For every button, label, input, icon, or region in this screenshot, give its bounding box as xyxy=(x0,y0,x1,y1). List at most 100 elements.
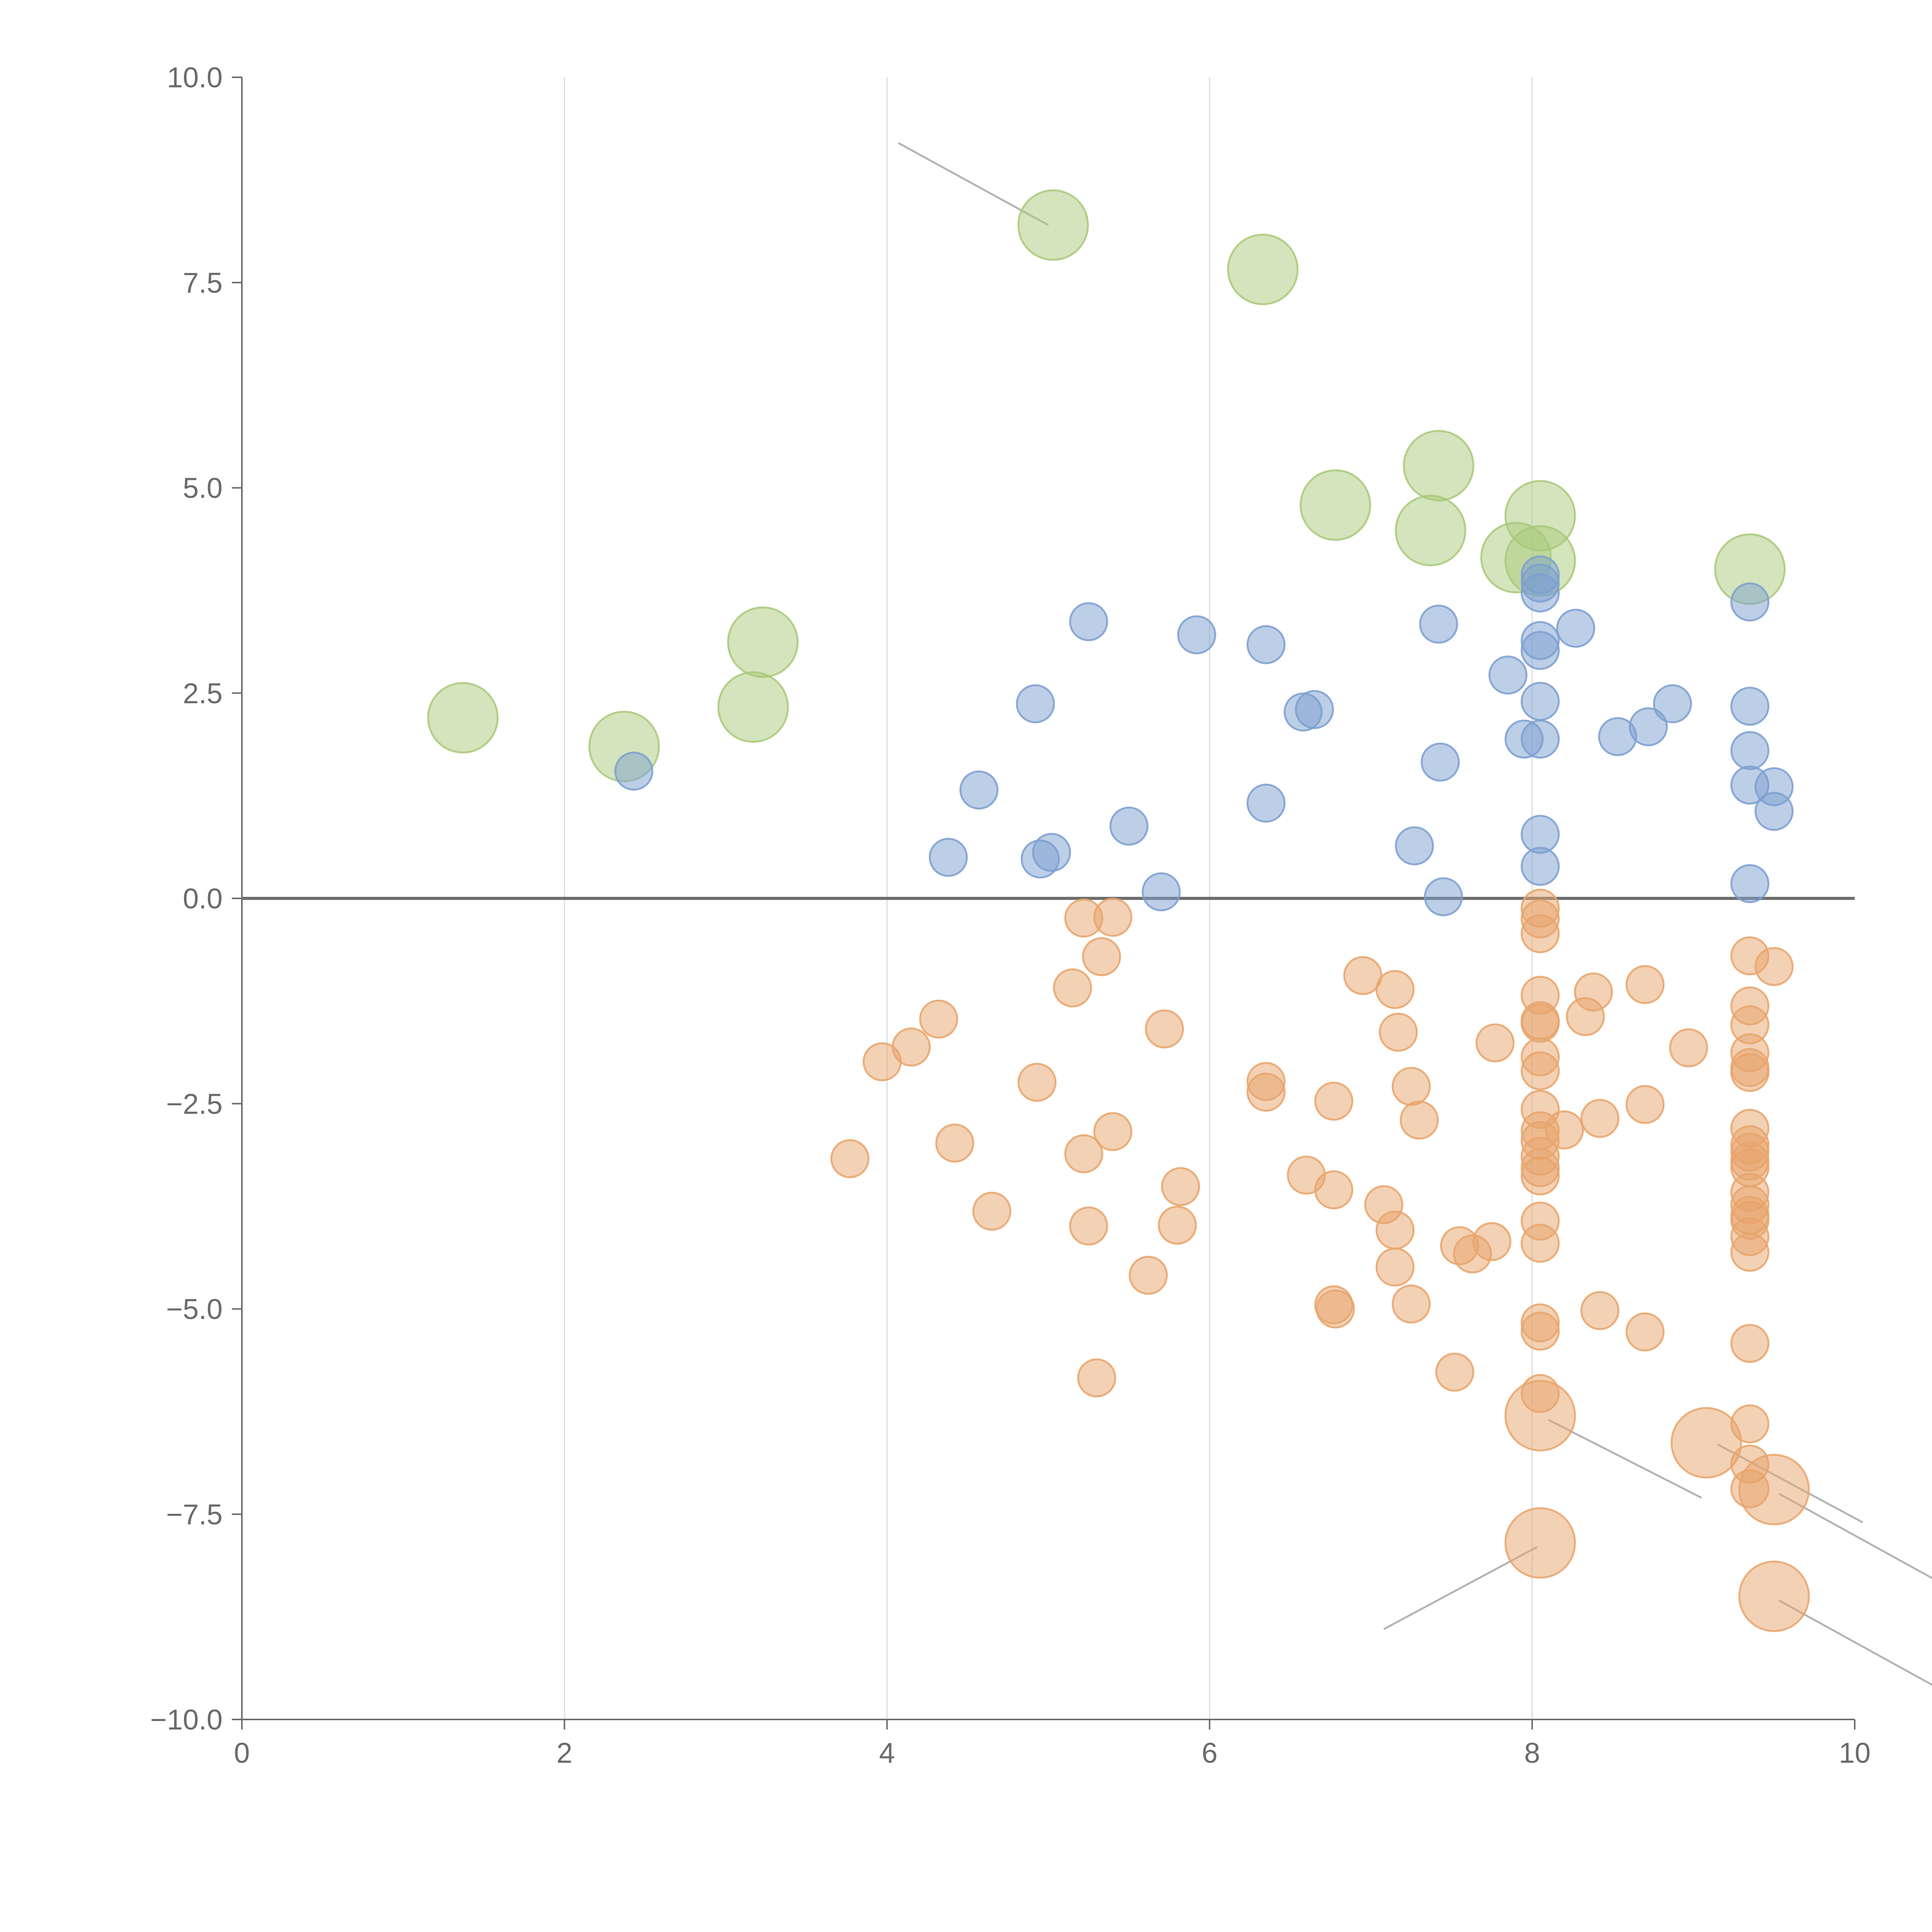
annotation-leader-line xyxy=(1548,1419,1702,1499)
scatter-point-orange xyxy=(1574,972,1613,1012)
scatter-point-orange xyxy=(1475,1023,1515,1063)
y-tick-label: −10.0 xyxy=(150,1704,223,1736)
scatter-point-blue xyxy=(1730,582,1770,622)
scatter-point-orange xyxy=(1625,965,1665,1004)
scatter-point-orange xyxy=(1545,1110,1584,1150)
scatter-point-orange xyxy=(1520,1311,1560,1351)
scatter-point-blue xyxy=(1754,792,1794,831)
scatter-point-orange xyxy=(1343,956,1383,995)
scatter-point-orange xyxy=(1129,1255,1168,1295)
scatter-point-orange xyxy=(1064,1134,1104,1173)
scatter-point-orange xyxy=(830,1139,870,1179)
scatter-point-orange xyxy=(1017,1063,1057,1102)
scatter-point-orange xyxy=(1472,1222,1512,1261)
scatter-point-orange xyxy=(1093,1112,1133,1151)
annotation-leader-line xyxy=(1778,1493,1932,1579)
scatter-point-blue xyxy=(1556,609,1595,648)
scatter-point-orange xyxy=(1754,947,1794,986)
scatter-point-blue xyxy=(1520,573,1560,612)
x-tick-label: 2 xyxy=(556,1737,572,1769)
scatter-point-orange xyxy=(1158,1206,1197,1245)
scatter-point-green xyxy=(717,671,789,743)
scatter-point-orange xyxy=(1435,1352,1475,1392)
scatter-point-orange xyxy=(919,999,958,1039)
scatter-point-orange xyxy=(1520,914,1560,953)
annotation-leader-line xyxy=(1778,1599,1932,1686)
x-tick-label: 8 xyxy=(1524,1737,1540,1769)
x-tick-label: 6 xyxy=(1202,1737,1218,1769)
scatter-point-blue xyxy=(1424,877,1463,917)
scatter-point-blue xyxy=(1069,602,1108,641)
scatter-point-orange xyxy=(1400,1100,1439,1140)
scatter-point-orange xyxy=(1379,1012,1418,1052)
scatter-point-blue xyxy=(1488,655,1528,695)
scatter-point-blue xyxy=(1016,684,1055,723)
scatter-point-blue xyxy=(1629,707,1668,747)
axes-layer: 10.0 7.5 5.0 2.5 0.0 −2.5 −5.0 −7.5 −10.0 0 2 4 6 8 10 xyxy=(150,61,1871,1769)
scatter-point-blue xyxy=(1653,684,1692,723)
scatter-point-blue xyxy=(1246,625,1286,664)
scatter-point-orange xyxy=(972,1192,1012,1231)
scatter-point-orange xyxy=(1580,1291,1620,1330)
scatter-point-blue xyxy=(1246,784,1286,823)
scatter-point-blue xyxy=(1520,847,1560,886)
x-tick-label: 4 xyxy=(879,1737,895,1769)
scatter-point-orange xyxy=(1161,1167,1200,1206)
scatter-point-orange xyxy=(1246,1073,1286,1112)
scatter-point-orange xyxy=(1077,1358,1116,1398)
scatter-point-orange xyxy=(1520,1224,1560,1263)
y-tick-label: 0.0 xyxy=(183,883,223,915)
y-tick-label: −7.5 xyxy=(166,1498,223,1531)
scatter-point-orange xyxy=(1145,1009,1184,1049)
scatter-point-orange xyxy=(1069,1206,1108,1246)
y-tick-label: −2.5 xyxy=(166,1088,223,1120)
scatter-point-orange-large xyxy=(1670,1407,1742,1479)
scatter-point-blue xyxy=(1395,826,1434,866)
scatter-point-green xyxy=(1017,189,1089,261)
scatter-point-blue xyxy=(1520,719,1560,759)
y-tick-label: 5.0 xyxy=(183,472,223,504)
y-tick-label: 7.5 xyxy=(183,267,223,299)
scatter-point-blue xyxy=(1730,864,1770,903)
scatter-point-orange xyxy=(1375,1247,1415,1287)
scatter-point-orange xyxy=(1520,1156,1560,1196)
scatter-point-blue xyxy=(1141,872,1181,912)
scatter-point-blue xyxy=(1109,806,1149,846)
scatter-point-blue xyxy=(959,770,999,810)
scatter-point-orange-large xyxy=(1504,1507,1576,1579)
scatter-point-green xyxy=(1403,430,1475,502)
scatter-point-orange xyxy=(1391,1284,1431,1324)
scatter-point-orange xyxy=(1520,1051,1560,1090)
scatter-point-orange xyxy=(1316,1289,1355,1328)
scatter-point-blue xyxy=(1177,615,1216,655)
scatter-point-green xyxy=(427,682,499,753)
scatter-point-orange xyxy=(1730,1233,1770,1272)
scatter-point-orange xyxy=(1391,1067,1431,1106)
scatter-point-orange xyxy=(1375,1211,1415,1250)
scatter-point-blue xyxy=(1520,631,1560,670)
scatter-point-orange xyxy=(935,1123,975,1163)
scatter-point-orange xyxy=(1730,1324,1770,1363)
scatter-point-blue xyxy=(1032,833,1071,872)
scatter-point-orange xyxy=(1093,898,1133,937)
y-tick-label: −5.0 xyxy=(166,1293,223,1325)
scatter-point-orange xyxy=(1375,970,1415,1009)
scatter-point-blue xyxy=(929,838,968,877)
scatter-point-green xyxy=(1299,469,1371,541)
points-layer xyxy=(427,189,1810,1632)
scatter-point-orange xyxy=(1625,1312,1665,1352)
scatter-point-orange xyxy=(1580,1099,1620,1138)
y-tick-label: 10.0 xyxy=(167,61,223,94)
scatter-point-orange xyxy=(1082,937,1121,976)
scatter-point-blue xyxy=(614,752,653,791)
x-tick-label: 0 xyxy=(234,1737,250,1769)
scatter-point-orange-large xyxy=(1738,1560,1810,1632)
scatter-point-blue xyxy=(1419,604,1458,644)
scatter-point-blue xyxy=(1520,682,1560,721)
scatter-point-blue xyxy=(1730,687,1770,726)
scatter-point-blue xyxy=(1730,731,1770,770)
scatter-point-orange xyxy=(1053,968,1092,1008)
scatter-point-orange-large xyxy=(1504,1380,1576,1452)
